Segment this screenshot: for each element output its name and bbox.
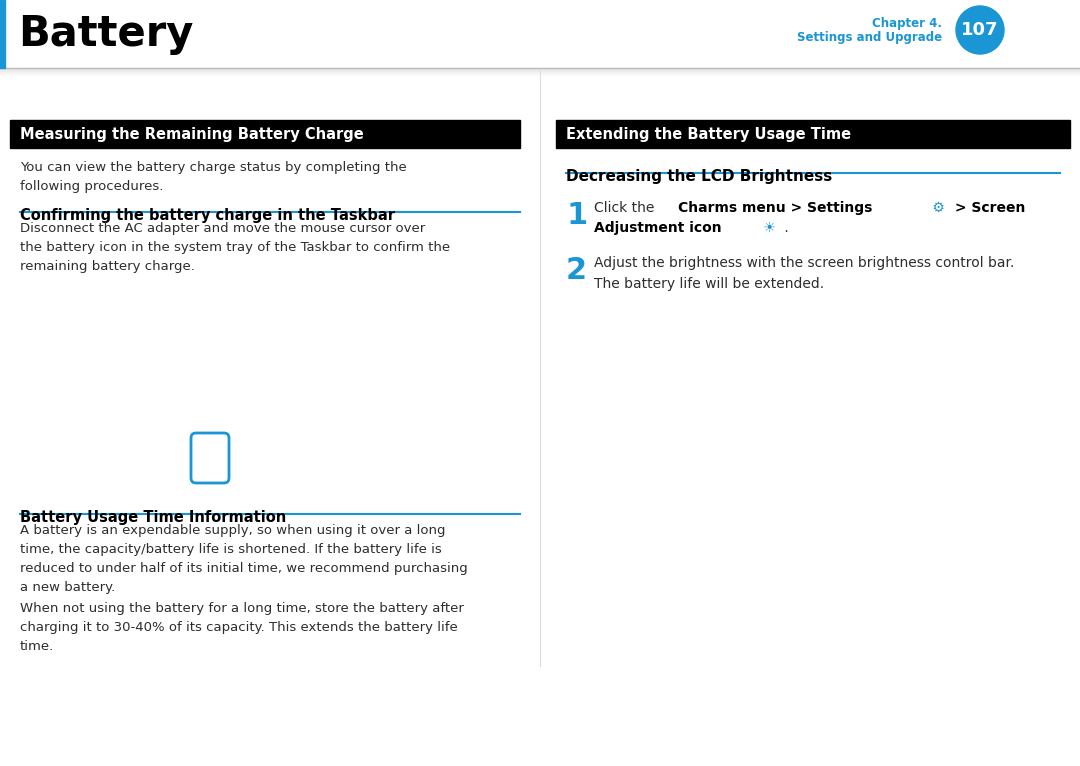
Text: A battery is an expendable supply, so when using it over a long
time, the capaci: A battery is an expendable supply, so wh… (21, 524, 468, 594)
Text: 1: 1 (566, 201, 588, 230)
Text: .: . (781, 221, 789, 235)
Text: Measuring the Remaining Battery Charge: Measuring the Remaining Battery Charge (21, 126, 364, 142)
Text: Chapter 4.: Chapter 4. (872, 17, 942, 30)
Bar (0, 0, 5, 68)
Text: Confirming the battery charge in the Taskbar: Confirming the battery charge in the Tas… (21, 208, 395, 223)
Text: > Screen: > Screen (950, 201, 1026, 215)
Text: You can view the battery charge status by completing the
following procedures.: You can view the battery charge status b… (21, 161, 407, 193)
Text: Adjustment icon: Adjustment icon (594, 221, 721, 235)
Bar (556, 120, 1070, 148)
Circle shape (956, 6, 1004, 54)
Text: Charms menu > Settings: Charms menu > Settings (677, 201, 872, 215)
Text: Decreasing the LCD Brightness: Decreasing the LCD Brightness (566, 169, 833, 184)
Text: Battery: Battery (18, 13, 193, 55)
Text: Settings and Upgrade: Settings and Upgrade (797, 31, 942, 44)
Text: Click the: Click the (594, 201, 659, 215)
FancyBboxPatch shape (191, 433, 229, 483)
Text: ☀: ☀ (758, 221, 775, 235)
Text: Extending the Battery Usage Time: Extending the Battery Usage Time (566, 126, 851, 142)
Text: 107: 107 (961, 21, 999, 39)
Text: 2: 2 (566, 256, 588, 285)
Bar (10, 120, 519, 148)
Text: Adjust the brightness with the screen brightness control bar.
The battery life w: Adjust the brightness with the screen br… (594, 256, 1014, 290)
Text: Battery Usage Time Information: Battery Usage Time Information (21, 510, 286, 525)
Text: When not using the battery for a long time, store the battery after
charging it : When not using the battery for a long ti… (21, 602, 464, 653)
Text: ⚙: ⚙ (929, 201, 945, 215)
Text: Disconnect the AC adapter and move the mouse cursor over
the battery icon in the: Disconnect the AC adapter and move the m… (21, 222, 450, 273)
